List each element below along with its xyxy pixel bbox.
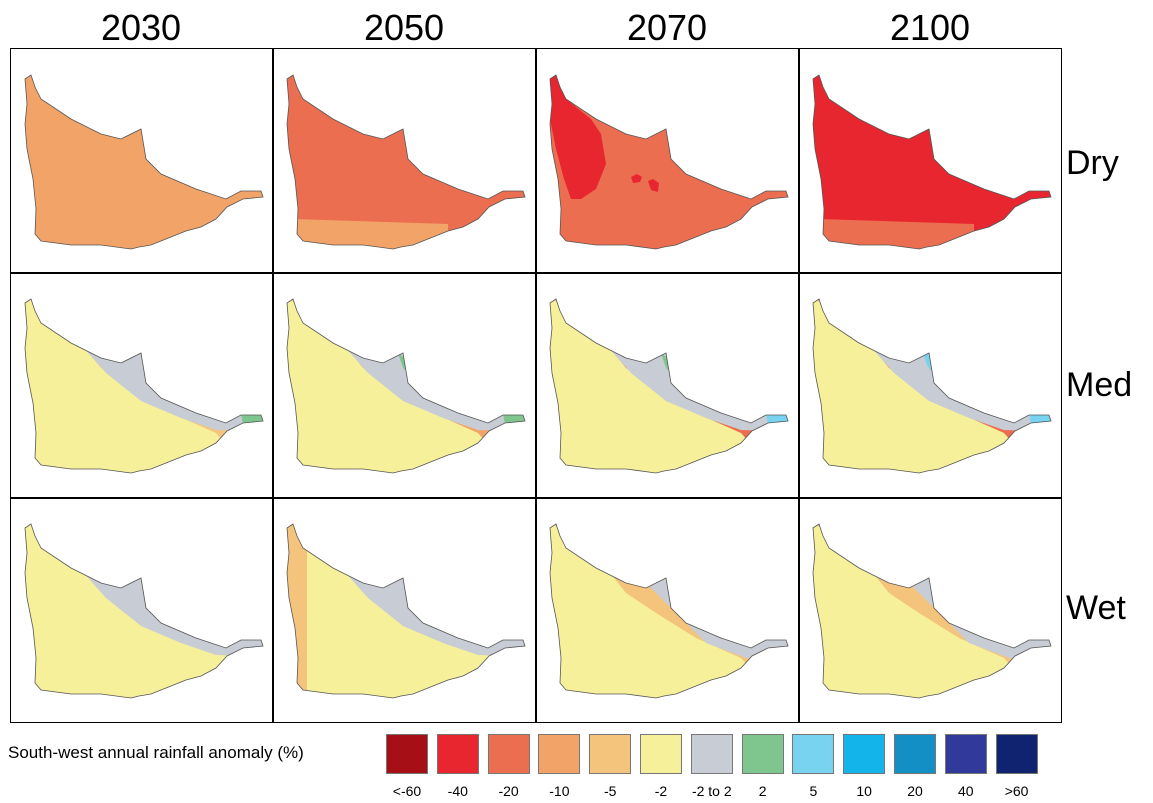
region-fill <box>287 75 525 249</box>
anomaly-zone <box>293 219 448 249</box>
legend-swatch <box>538 734 581 774</box>
row-label-med: Med <box>1066 366 1133 404</box>
map-panel <box>273 273 535 496</box>
region-outline <box>812 298 1052 474</box>
legend-label: 5 <box>809 783 818 799</box>
region-outline <box>286 298 526 474</box>
map-panel <box>11 49 273 272</box>
legend-swatch <box>995 734 1038 774</box>
row-label-wet: Wet <box>1066 589 1126 627</box>
map-panel <box>536 49 798 272</box>
region-outline <box>24 298 264 474</box>
anomaly-zone <box>550 524 776 698</box>
map-panel <box>536 273 798 496</box>
legend-label: -40 <box>447 783 468 799</box>
map-panel <box>273 49 535 272</box>
legend-swatch <box>690 734 733 774</box>
region-outline <box>24 523 264 699</box>
anomaly-zone <box>550 299 776 473</box>
region-fill <box>25 75 263 249</box>
map-panel <box>11 273 273 496</box>
column-header-1: 2030 <box>100 7 182 48</box>
legend-swatch <box>894 734 936 774</box>
region-outline <box>24 74 264 250</box>
region-outline <box>549 523 789 699</box>
anomaly-zone <box>287 299 513 473</box>
anomaly-zone <box>287 524 307 698</box>
legend-label: -2 <box>654 783 668 799</box>
row-label-dry: Dry <box>1066 144 1119 182</box>
map-panel <box>273 498 535 721</box>
column-header-4: 2100 <box>889 7 971 48</box>
anomaly-zone <box>813 299 1039 473</box>
legend-swatch <box>843 734 886 774</box>
legend-swatch <box>436 734 479 774</box>
legend-label: >60 <box>1004 783 1029 799</box>
legend-swatch <box>386 734 428 774</box>
legend-label: -20 <box>498 783 519 799</box>
legend-label: 10 <box>856 783 872 799</box>
map-panel <box>799 49 1061 272</box>
map-panel <box>799 498 1061 721</box>
region-outline <box>286 523 526 699</box>
map-grid <box>10 48 1062 723</box>
anomaly-zone <box>813 524 1039 698</box>
anomaly-zone <box>550 75 606 199</box>
legend-label: -2 to 2 <box>691 783 732 799</box>
region-outline <box>549 298 789 474</box>
region-fill <box>550 75 788 249</box>
legend-label: -5 <box>603 783 617 799</box>
anomaly-zone <box>631 174 659 192</box>
region-fill <box>813 75 1051 249</box>
column-header-2: 2050 <box>363 7 445 48</box>
anomaly-zone <box>25 299 251 473</box>
region-outline <box>286 74 526 250</box>
legend-label: -10 <box>549 783 570 799</box>
legend-title: South-west annual rainfall anomaly (%) <box>8 743 304 762</box>
map-panel <box>11 498 273 721</box>
legend-swatch <box>741 734 784 774</box>
anomaly-zone <box>819 219 974 249</box>
region-outline <box>549 74 789 250</box>
legend-swatch <box>792 734 835 774</box>
legend-swatch <box>589 734 632 774</box>
legend-label: <-60 <box>392 783 422 799</box>
legend-swatch <box>640 734 682 774</box>
region-outline <box>812 74 1052 250</box>
legend-label: 20 <box>907 783 923 799</box>
legend-label: 2 <box>758 783 767 799</box>
legend-label: 40 <box>958 783 974 799</box>
column-header-3: 2070 <box>626 7 708 48</box>
legend-swatch <box>487 734 530 774</box>
legend-swatch <box>944 734 987 774</box>
map-panel <box>799 273 1061 496</box>
map-panel <box>536 498 798 721</box>
region-outline <box>812 523 1052 699</box>
